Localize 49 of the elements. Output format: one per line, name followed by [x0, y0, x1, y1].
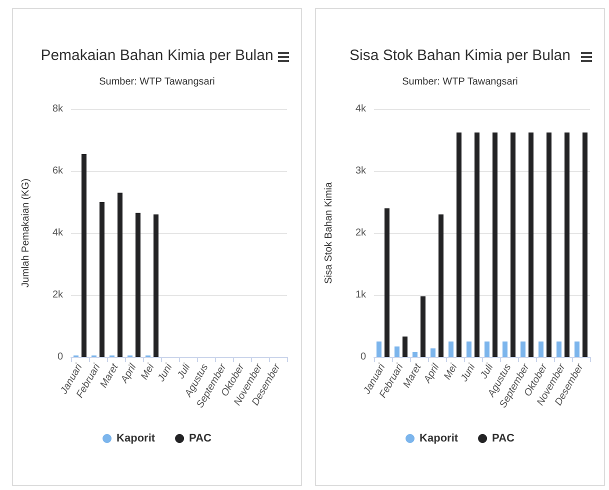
bar [510, 132, 516, 357]
bar [412, 352, 418, 357]
bar [502, 342, 508, 357]
chart-subtitle: Sumber: WTP Tawangsari [402, 76, 518, 88]
bar [474, 132, 480, 357]
bar [136, 212, 140, 357]
bar [556, 342, 562, 357]
y-tick-label: 6k [52, 166, 64, 176]
bar [574, 342, 580, 357]
bar [466, 342, 472, 357]
bar [82, 154, 86, 357]
y-tick-label: 4k [52, 228, 64, 238]
bar [154, 214, 158, 357]
bar [582, 132, 588, 357]
y-tick-label: 1k [355, 290, 367, 300]
legend-label: PAC [189, 432, 212, 444]
bar [492, 132, 498, 357]
legend-label: Kaporit [116, 432, 156, 444]
bar [448, 342, 454, 357]
bar [456, 132, 462, 357]
legend-label: PAC [492, 432, 515, 444]
y-axis-title: Jumlah Pemakaian (KG) [20, 178, 32, 288]
bar [118, 192, 122, 357]
chart-title: Sisa Stok Bahan Kimia per Bulan [350, 47, 570, 64]
bar [528, 132, 534, 357]
bar [484, 342, 490, 357]
y-tick-label: 0 [360, 352, 366, 362]
y-tick-label: 0 [57, 352, 64, 362]
bar [564, 132, 570, 357]
y-axis-title: Sisa Stok Bahan Kimia [324, 182, 334, 284]
bar [538, 342, 544, 357]
y-tick-label: 3k [355, 166, 367, 176]
bar [394, 346, 400, 357]
y-tick-label: 4k [355, 104, 367, 114]
bar [402, 336, 408, 357]
y-tick-label: 2k [52, 290, 64, 300]
bar [430, 348, 436, 357]
bar [100, 202, 104, 357]
bar [384, 208, 390, 357]
y-tick-label: 8k [52, 104, 64, 114]
bar [438, 214, 444, 357]
y-tick-label: 2k [355, 228, 367, 238]
bar [520, 342, 526, 357]
bar [420, 296, 426, 357]
bar [376, 342, 382, 357]
bar [546, 132, 552, 357]
legend-label: Kaporit [420, 432, 458, 444]
chart-subtitle: Sumber: WTP Tawangsari [99, 76, 215, 88]
chart-title: Pemakaian Bahan Kimia per Bulan [40, 47, 274, 64]
